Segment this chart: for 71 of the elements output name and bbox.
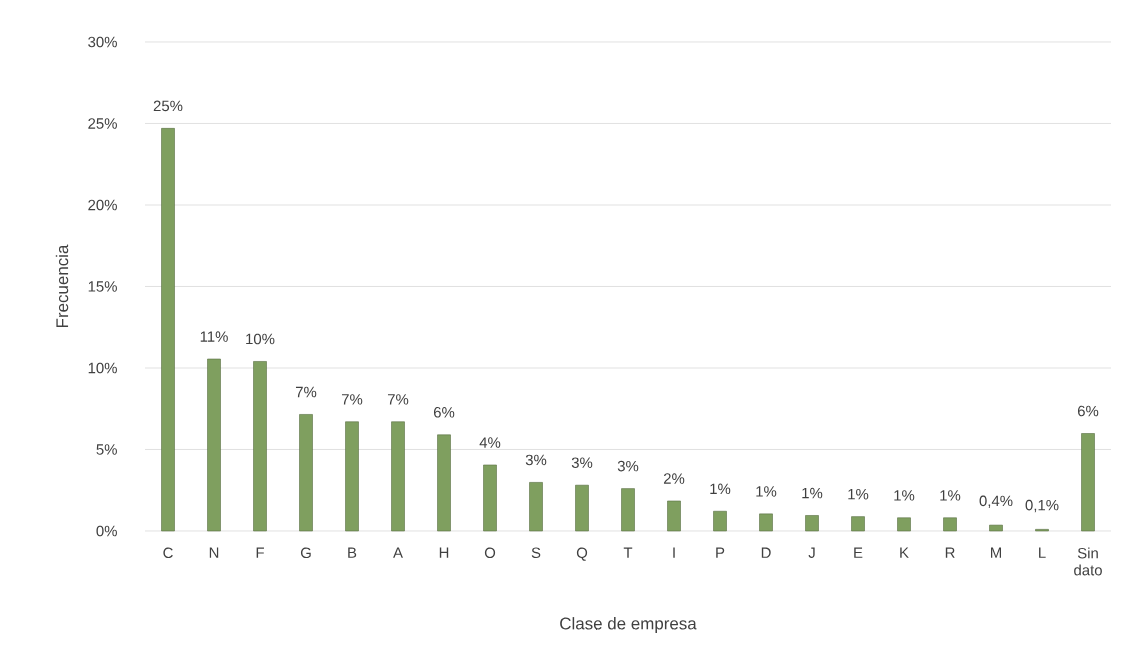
x-axis-title: Clase de empresa: [560, 617, 697, 633]
x-tick-label: N: [209, 547, 219, 558]
bar: [207, 358, 221, 532]
x-tick-label: B: [348, 547, 357, 558]
bar: [437, 434, 451, 532]
bar: [805, 515, 819, 532]
x-tick-label: Sin dato: [1074, 547, 1102, 576]
data-label: 1%: [940, 490, 961, 501]
data-label: 6%: [1077, 405, 1099, 417]
x-tick-label: K: [900, 547, 909, 558]
data-label: 6%: [433, 407, 455, 418]
bar: [667, 500, 681, 532]
y-tick-label: 10%: [88, 362, 117, 374]
x-tick-label: T: [623, 547, 633, 558]
bar: [529, 482, 543, 532]
bar: [391, 421, 405, 532]
y-tick-label: 5%: [96, 444, 117, 455]
bar: [483, 464, 497, 532]
data-label: 1%: [848, 489, 869, 500]
bar: [345, 421, 359, 532]
data-label: 4%: [479, 437, 501, 448]
data-label: 3%: [571, 457, 593, 468]
y-tick-label: 15%: [88, 281, 117, 292]
data-label: 11%: [200, 331, 228, 342]
data-label: 1%: [756, 486, 777, 497]
data-label: 7%: [341, 394, 363, 405]
data-label: 0,4%: [979, 495, 1013, 508]
bar: [299, 414, 313, 532]
x-tick-label: O: [484, 547, 496, 559]
bar: [851, 516, 865, 532]
x-tick-label: R: [945, 547, 955, 558]
bar: [621, 488, 635, 532]
data-label: 2%: [663, 473, 685, 484]
bar: [253, 361, 267, 532]
bar: [575, 484, 589, 532]
data-label: 0,1%: [1025, 499, 1059, 513]
data-label: 7%: [387, 394, 409, 405]
data-label: 3%: [617, 460, 639, 472]
x-tick-label: C: [163, 547, 173, 559]
x-tick-label: F: [256, 547, 264, 558]
x-tick-label: G: [300, 547, 311, 559]
data-label: 7%: [295, 386, 317, 398]
x-tick-label: D: [761, 547, 771, 558]
bar: [897, 517, 911, 532]
data-label: 1%: [710, 483, 731, 495]
bar: [1081, 433, 1095, 532]
bar: [943, 517, 957, 532]
data-label: 25%: [153, 100, 183, 112]
y-tick-label: 25%: [88, 118, 117, 129]
y-tick-label: 20%: [88, 199, 117, 211]
x-tick-label: H: [439, 547, 449, 558]
x-tick-label: E: [854, 547, 863, 558]
y-tick-label: 0%: [96, 525, 117, 537]
x-tick-label: Q: [576, 547, 588, 561]
x-tick-label: P: [716, 547, 725, 558]
bar: [759, 513, 773, 532]
bar: [713, 510, 727, 532]
x-tick-label: A: [393, 547, 403, 558]
x-tick-label: S: [531, 547, 541, 559]
x-tick-label: L: [1039, 547, 1046, 558]
bar: [989, 524, 1003, 532]
data-label: 3%: [525, 454, 547, 466]
x-tick-label: M: [991, 547, 1002, 558]
y-tick-label: 30%: [88, 36, 117, 48]
x-tick-label: I: [673, 547, 675, 558]
data-label: 10%: [246, 333, 275, 345]
data-label: 1%: [802, 487, 823, 499]
bar: [161, 128, 175, 532]
y-axis-title: Frecuencia: [55, 244, 69, 327]
x-tick-label: J: [808, 547, 815, 558]
data-label: 1%: [894, 490, 915, 501]
